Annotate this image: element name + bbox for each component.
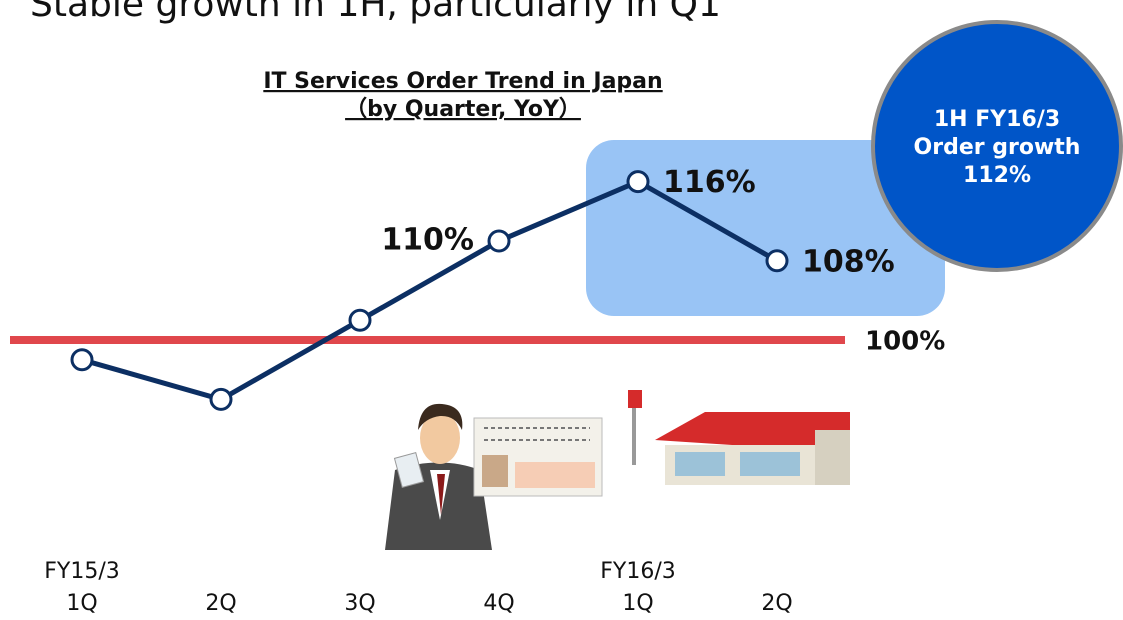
chart-title: IT Services Order Trend in Japan bbox=[263, 69, 662, 94]
data-label: 110% bbox=[381, 223, 474, 258]
fiscal-year-label: FY16/3 bbox=[600, 559, 676, 584]
illustrations bbox=[385, 390, 850, 550]
point bbox=[628, 172, 648, 192]
point bbox=[350, 310, 370, 330]
x-tick-label: 1Q bbox=[66, 591, 97, 616]
callout: 1H FY16/3 Order growth 112% bbox=[873, 22, 1121, 270]
fiscal-year-label: FY15/3 bbox=[44, 559, 120, 584]
callout-text: Order growth bbox=[914, 135, 1081, 160]
x-tick-label: 3Q bbox=[344, 591, 375, 616]
slide: Stable growth in 1H, particularly in Q1 … bbox=[0, 0, 1123, 620]
point bbox=[72, 350, 92, 370]
heading: Stable growth in 1H, particularly in Q1 bbox=[30, 0, 721, 25]
point bbox=[489, 231, 509, 251]
data-label: 116% bbox=[663, 165, 756, 200]
callout-text: 1H FY16/3 bbox=[934, 107, 1060, 132]
chart-subtitle: （by Quarter, YoY） bbox=[345, 97, 581, 122]
reference-label: 100% bbox=[865, 327, 945, 357]
x-tick-label: 2Q bbox=[205, 591, 236, 616]
x-tick-label: 2Q bbox=[761, 591, 792, 616]
callout-text: 112% bbox=[963, 163, 1031, 188]
point bbox=[211, 389, 231, 409]
x-tick-label: 4Q bbox=[483, 591, 514, 616]
x-tick-label: 1Q bbox=[622, 591, 653, 616]
point bbox=[767, 251, 787, 271]
data-label: 108% bbox=[802, 244, 895, 279]
